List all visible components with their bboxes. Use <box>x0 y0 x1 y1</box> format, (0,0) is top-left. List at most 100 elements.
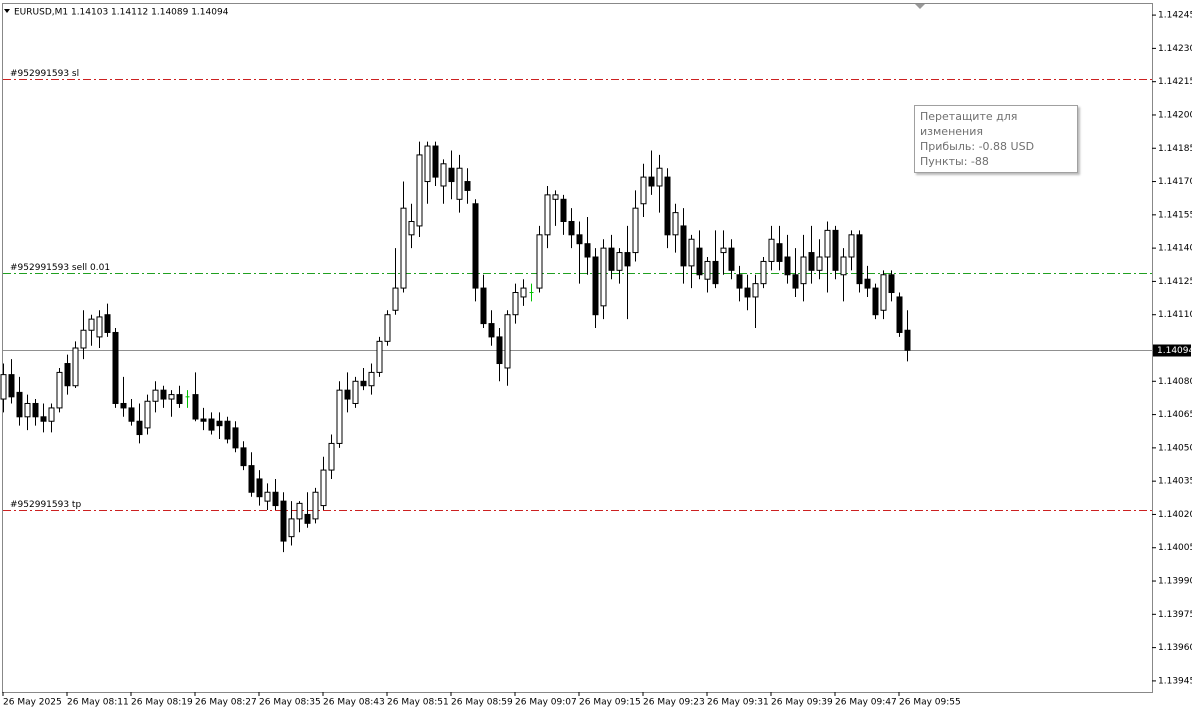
candle-body <box>568 220 575 236</box>
candle-body <box>104 314 111 333</box>
candle-body <box>584 243 591 258</box>
candle-body <box>552 194 559 200</box>
candle-body <box>824 229 831 258</box>
candle-body <box>24 402 31 418</box>
candle-body <box>120 402 127 409</box>
candle-body <box>0 374 7 400</box>
bid-label-box <box>1153 344 1191 357</box>
candle-body <box>856 234 863 285</box>
candle-body <box>264 491 271 502</box>
y-tick-label: 1.14020 <box>1158 510 1192 520</box>
y-tick-label: 1.13990 <box>1158 577 1192 587</box>
y-tick-label: 1.14170 <box>1158 177 1192 187</box>
chart-title: EURUSD,M1 1.14103 1.14112 1.14089 1.1409… <box>14 8 229 18</box>
candle-body <box>344 389 351 400</box>
candle-body <box>704 260 711 280</box>
candle-body <box>248 465 255 493</box>
x-tick-label: 26 May 09:47 <box>835 698 897 708</box>
candle-body <box>576 234 583 245</box>
candle-body <box>728 247 735 271</box>
y-tick-label: 1.14050 <box>1158 443 1192 453</box>
y-tick-label: 1.14110 <box>1158 310 1192 320</box>
candle-body <box>680 225 687 267</box>
candle-body <box>208 418 215 431</box>
candle-body <box>752 283 759 298</box>
candle-body <box>464 181 471 191</box>
candle-body <box>224 420 231 440</box>
candle-body <box>232 427 239 449</box>
candle-body <box>840 256 847 276</box>
order-level-label: #952991593 sell 0.01 <box>10 263 110 273</box>
candle-body <box>816 256 823 271</box>
candle-body <box>288 518 295 538</box>
candle-body <box>16 391 23 418</box>
candle-body <box>736 274 743 289</box>
candle-body <box>720 247 727 254</box>
candle-body <box>432 145 439 178</box>
candle-body <box>760 260 767 285</box>
y-tick-label: 1.14065 <box>1158 410 1192 420</box>
candle-body <box>656 167 663 187</box>
order-level-label: #952991593 sl <box>10 69 79 79</box>
candle-body <box>192 394 199 420</box>
shift-marker[interactable] <box>915 4 925 9</box>
candle-body <box>664 176 671 236</box>
candle-body <box>600 247 607 307</box>
y-tick-label: 1.14140 <box>1158 244 1192 254</box>
candle-body <box>472 203 479 289</box>
x-tick-label: 26 May 2025 <box>3 698 62 708</box>
candle-body <box>544 194 551 236</box>
candle-body <box>368 371 375 387</box>
candle-body <box>792 274 799 289</box>
y-tick-label: 1.14215 <box>1158 77 1192 87</box>
candle-body <box>176 394 183 404</box>
candle-body <box>672 212 679 236</box>
candle-body <box>560 198 567 222</box>
y-tick-label: 1.14245 <box>1158 11 1192 21</box>
candle-body <box>648 176 655 187</box>
y-tick-label: 1.14080 <box>1158 377 1192 387</box>
x-tick-label: 26 May 09:39 <box>771 698 833 708</box>
drag-tooltip: Перетащите для изменения Прибыль: -0.88 … <box>914 105 1078 173</box>
bid-label: 1.14094 <box>1157 346 1192 356</box>
candle-body <box>536 234 543 289</box>
candle-body <box>424 145 431 183</box>
candle-body <box>384 314 391 342</box>
candle-body <box>448 167 455 183</box>
candle-body <box>864 278 871 289</box>
candle-body <box>40 416 47 422</box>
candle-body <box>592 256 599 316</box>
candle-body <box>712 260 719 285</box>
candle-body <box>440 163 447 187</box>
candle-body <box>416 154 423 227</box>
y-tick-label: 1.14200 <box>1158 110 1192 120</box>
tooltip-line: Перетащите для изменения <box>920 110 1018 138</box>
candle-body <box>152 389 159 402</box>
candle-body <box>200 418 207 422</box>
candle-body <box>800 256 807 285</box>
candle-body <box>144 400 151 429</box>
candle-body <box>624 252 631 267</box>
menu-arrow[interactable] <box>4 9 10 13</box>
candle-body <box>832 229 839 271</box>
candle-body <box>160 389 167 400</box>
y-tick-label: 1.14125 <box>1158 277 1192 287</box>
candle-body <box>808 252 815 271</box>
candle-body <box>272 491 279 507</box>
candle-body <box>408 220 415 236</box>
candle-body <box>496 336 503 365</box>
candle-body <box>64 363 71 387</box>
candle-body <box>768 238 775 262</box>
candle-body <box>392 287 399 311</box>
candle-body <box>784 256 791 276</box>
x-tick-label: 26 May 09:07 <box>515 698 577 708</box>
candle-body <box>896 296 903 333</box>
x-tick-label: 26 May 08:43 <box>323 698 385 708</box>
y-tick-label: 1.13960 <box>1158 643 1192 653</box>
x-tick-label: 26 May 08:11 <box>67 698 129 708</box>
candle-body <box>688 238 695 267</box>
candle-body <box>520 287 527 298</box>
candle-body <box>88 318 95 331</box>
x-tick-label: 26 May 09:31 <box>707 698 769 708</box>
